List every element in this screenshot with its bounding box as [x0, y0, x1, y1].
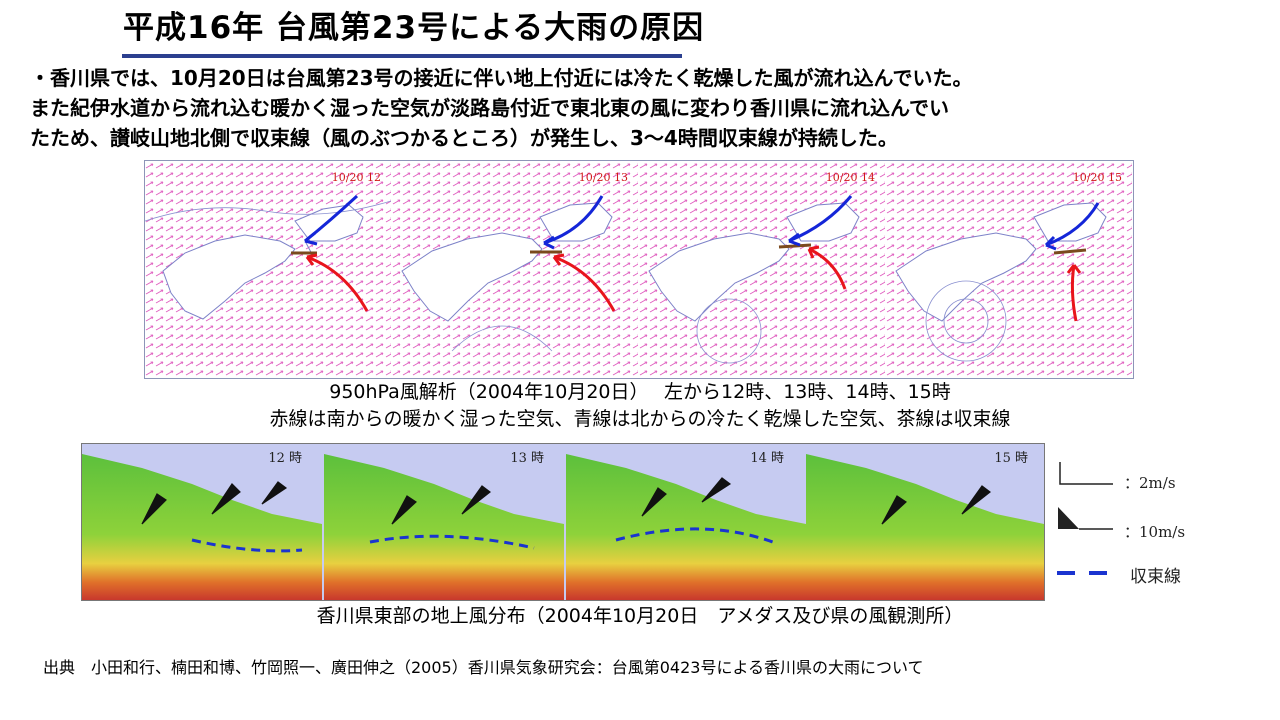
- flag-10ms-icon: [1058, 507, 1113, 530]
- terrain-panel-12: [82, 454, 322, 600]
- intro-text: ・香川県では、10月20日は台風第23号の接近に伴い地上付近には冷たく乾燥した風…: [30, 63, 1270, 153]
- wind-map-15: 10/20 15: [886, 161, 1132, 378]
- barb-2ms-icon: [1059, 462, 1113, 485]
- surface-map-time-14: 14 時: [750, 451, 784, 466]
- map-time-label: 10/20 13: [578, 171, 628, 184]
- wind-map-12: 10/20 12: [145, 161, 391, 378]
- surface-map-time-13: 13 時: [510, 451, 544, 466]
- wind-map-13: 10/20 13: [392, 161, 638, 378]
- wind-map-14: 10/20 14: [639, 161, 885, 378]
- slide-title: 平成16年 台風第23号による大雨の原因: [123, 10, 705, 46]
- surface-wind-maps: 12 時 13 時 14 時 15 時: [81, 443, 1045, 601]
- wind-map-12-graphic: [145, 161, 391, 378]
- title-underline: [122, 54, 682, 58]
- map-time-label: 10/20 12: [331, 171, 381, 184]
- surface-map-time-15: 15 時: [994, 451, 1028, 466]
- wind-map-15-graphic: [886, 161, 1132, 378]
- terrain-panel-15: [806, 454, 1044, 600]
- wind-barbs: [141, 477, 991, 525]
- intro-line-3: たため、讃岐山地北側で収束線（風のぶつかるところ）が発生し、3～4時間収束線が持…: [30, 126, 898, 150]
- intro-line-1: ・香川県では、10月20日は台風第23号の接近に伴い地上付近には冷たく乾燥した風…: [30, 66, 973, 90]
- terrain-panel-13: [324, 454, 564, 600]
- map-time-label: 10/20 14: [825, 171, 875, 184]
- lower-caption: 香川県東部の地上風分布（2004年10月20日 アメダス及び県の風観測所）: [316, 605, 964, 627]
- map-time-label: 10/20 15: [1072, 171, 1122, 184]
- surface-map-time-12: 12 時: [268, 451, 302, 466]
- upper-caption-line-1: 950hPa風解析（2004年10月20日） 左から12時、13時、14時、15…: [329, 381, 951, 403]
- source-citation: 出典 小田和行、楠田和博、竹岡照一、廣田伸之（2005）香川県気象研究会：台風第…: [43, 658, 924, 677]
- legend-label-2ms: ：2m/s: [1124, 474, 1176, 492]
- intro-line-2: また紀伊水道から流れ込む暖かく湿った空気が淡路島付近で東北東の風に変わり香川県に…: [30, 96, 949, 120]
- dashed-convergence-line-icon: [1057, 571, 1115, 575]
- upper-caption-line-2: 赤線は南からの暖かく湿った空気、青線は北からの冷たく乾燥した空気、茶線は収束線: [269, 408, 1011, 430]
- wind-analysis-maps: 10/20 12 10/20 13: [144, 160, 1134, 379]
- surface-wind-maps-graphic: [82, 454, 1044, 600]
- legend-label-10ms: ：10m/s: [1124, 523, 1186, 541]
- legend-label-convergence: 収束線: [1130, 567, 1181, 587]
- terrain-panel-14: [566, 454, 806, 600]
- wind-map-14-graphic: [639, 161, 885, 378]
- wind-map-13-graphic: [392, 161, 638, 378]
